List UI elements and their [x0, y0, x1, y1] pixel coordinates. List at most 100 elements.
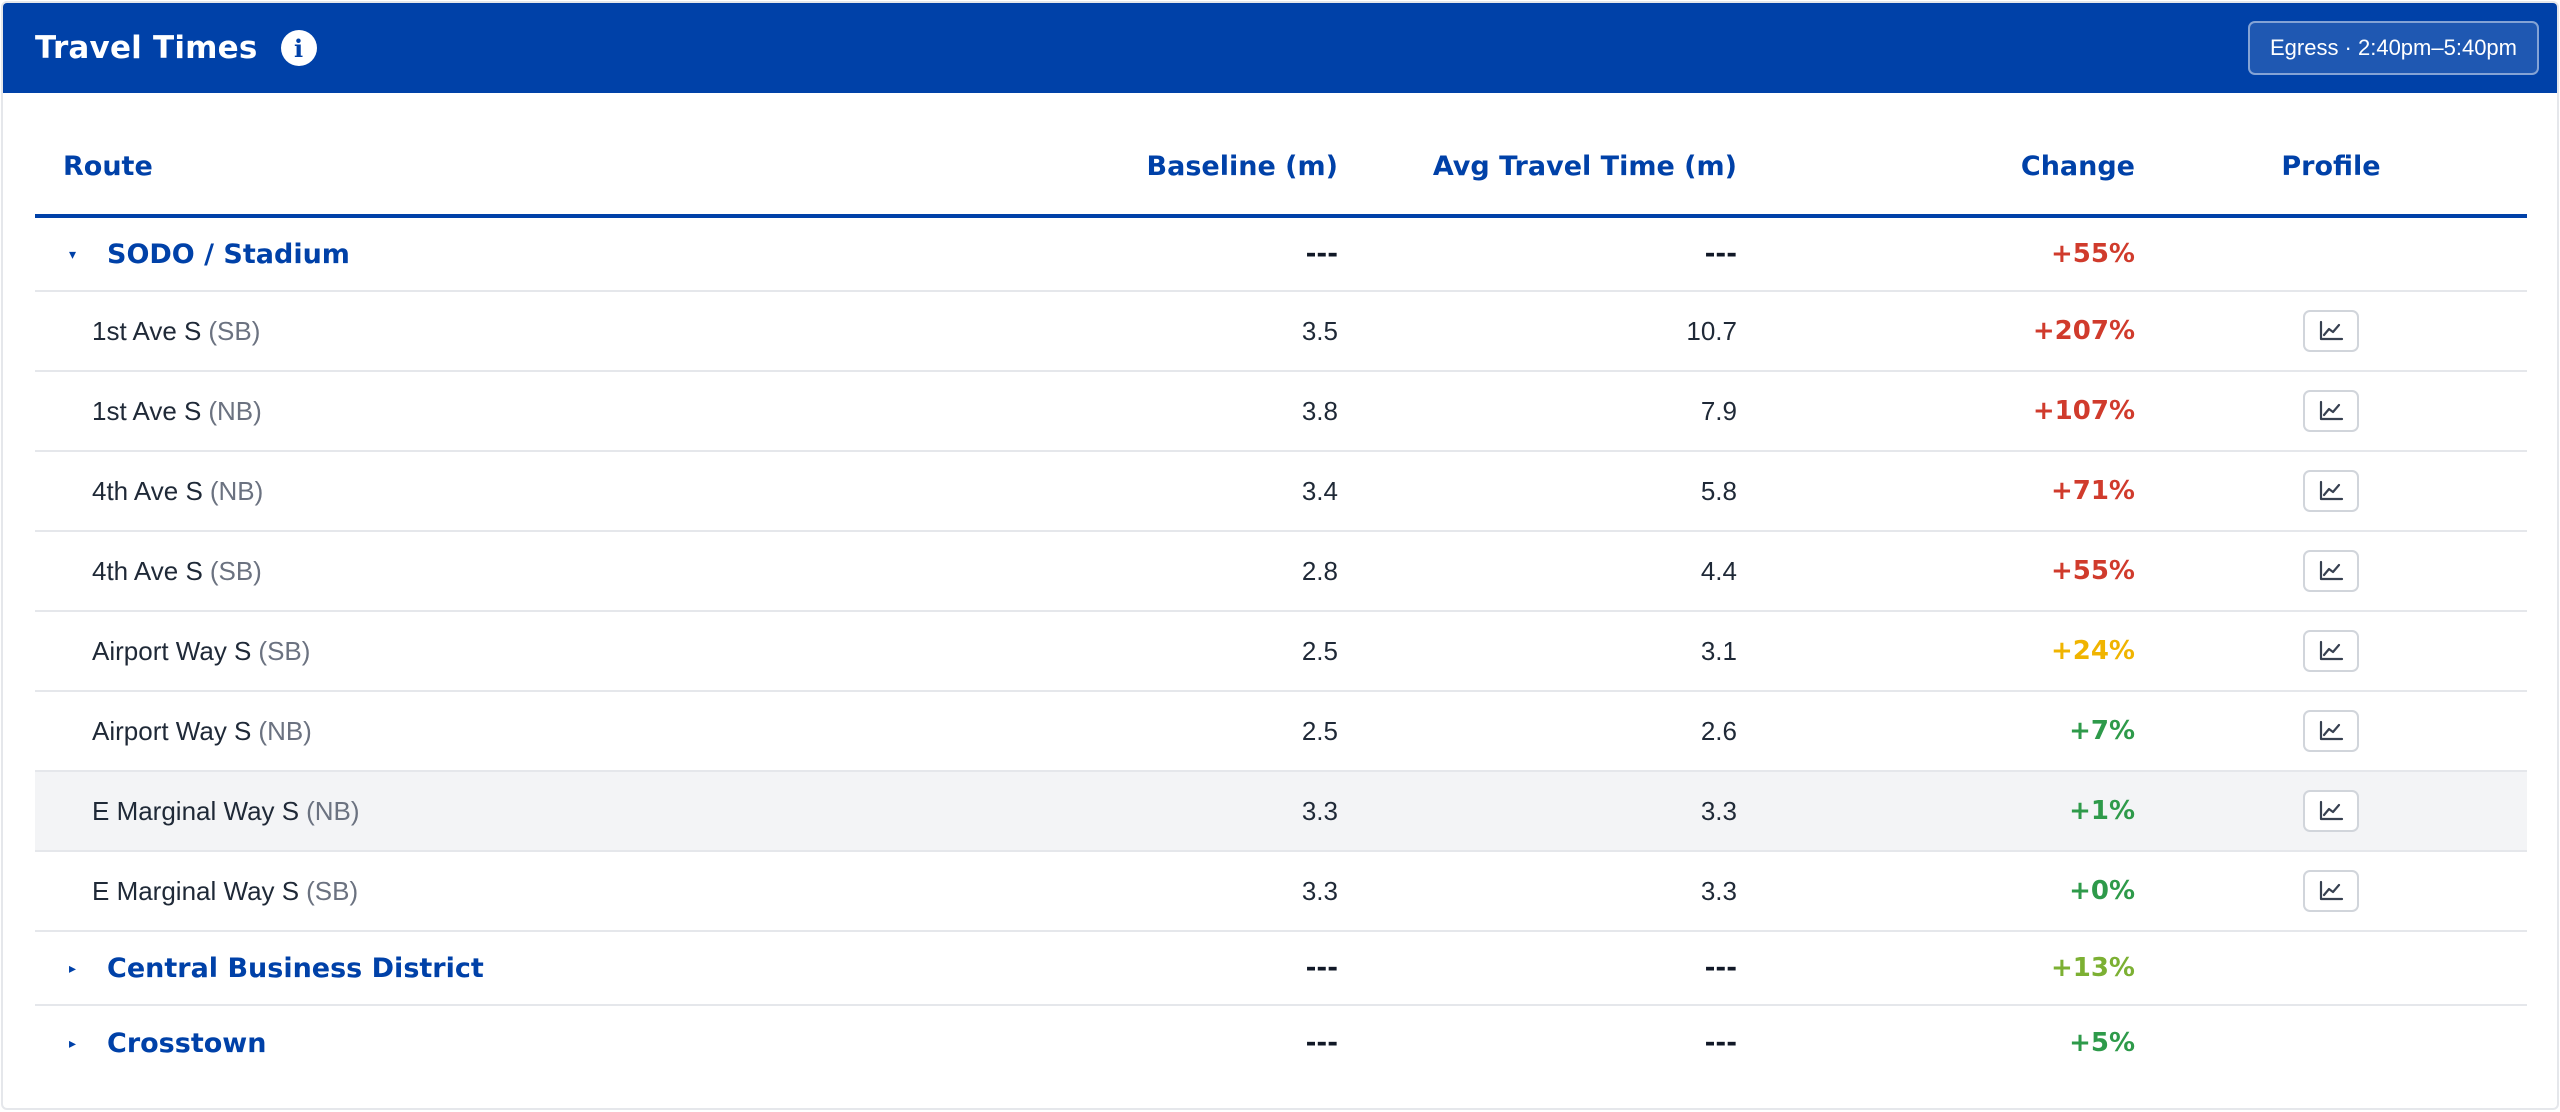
route-change: +107% — [2032, 396, 2135, 426]
table-row: 1st Ave S (SB) 3.5 10.7 +207% — [35, 292, 2527, 372]
route-baseline: 2.5 — [1301, 715, 1338, 746]
route-change: +207% — [2032, 316, 2135, 346]
route-change: +55% — [2050, 556, 2135, 586]
profile-button[interactable] — [2303, 710, 2359, 752]
route-profile-cell — [2135, 710, 2527, 752]
group-baseline: --- — [1305, 239, 1338, 269]
route-name: 4th Ave S — [92, 475, 203, 506]
route-baseline: 3.8 — [1301, 395, 1338, 426]
route-change: +7% — [2069, 716, 2135, 746]
table-group-row[interactable]: ▸ Crosstown --- --- +5% — [35, 1006, 2527, 1080]
route-direction: (SB) — [258, 635, 311, 666]
route-profile-cell — [2135, 790, 2527, 832]
route-cell: Airport Way S (NB) — [35, 716, 935, 747]
route-baseline: 2.8 — [1301, 555, 1338, 586]
route-baseline: 3.3 — [1301, 795, 1338, 826]
table-header-row: Route Baseline (m) Avg Travel Time (m) C… — [35, 119, 2527, 218]
route-cell: Airport Way S (SB) — [35, 636, 935, 667]
group-avg-travel-time: --- — [1704, 1028, 1737, 1058]
route-avg-travel-time: 5.8 — [1700, 475, 1737, 506]
group-name[interactable]: SODO / Stadium — [107, 238, 350, 270]
caret-down-icon[interactable]: ▾ — [69, 245, 77, 262]
route-cell: 1st Ave S (NB) — [35, 396, 935, 427]
route-cell: E Marginal Way S (SB) — [35, 876, 935, 907]
group-change: +13% — [2050, 953, 2135, 983]
route-change: +1% — [2069, 796, 2135, 826]
group-change: +55% — [2050, 239, 2135, 269]
profile-button[interactable] — [2303, 790, 2359, 832]
route-baseline: 2.5 — [1301, 635, 1338, 666]
table-row: E Marginal Way S (SB) 3.3 3.3 +0% — [35, 852, 2527, 932]
column-header-profile: Profile — [2281, 151, 2381, 182]
group-avg-travel-time: --- — [1704, 239, 1737, 269]
route-cell: E Marginal Way S (NB) — [35, 796, 935, 827]
route-direction: (NB) — [208, 395, 262, 426]
route-avg-travel-time: 4.4 — [1700, 555, 1737, 586]
group-route-cell: ▸ Crosstown — [35, 1028, 935, 1059]
route-avg-travel-time: 7.9 — [1700, 395, 1737, 426]
caret-right-icon[interactable]: ▸ — [69, 959, 77, 976]
route-name: Airport Way S — [92, 715, 252, 746]
route-avg-travel-time: 10.7 — [1686, 315, 1737, 346]
table-row: Airport Way S (SB) 2.5 3.1 +24% — [35, 612, 2527, 692]
route-profile-cell — [2135, 870, 2527, 912]
table-row: Airport Way S (NB) 2.5 2.6 +7% — [35, 692, 2527, 772]
table-row: 1st Ave S (NB) 3.8 7.9 +107% — [35, 372, 2527, 452]
group-route-cell: ▸ Central Business District — [35, 953, 935, 984]
column-header-baseline[interactable]: Baseline (m) — [1146, 151, 1338, 182]
caret-right-icon[interactable]: ▸ — [69, 1034, 77, 1051]
route-profile-cell — [2135, 390, 2527, 432]
panel-header: Travel Times i Egress · 2:40pm–5:40pm — [3, 3, 2557, 93]
route-change: +71% — [2050, 476, 2135, 506]
route-direction: (SB) — [209, 555, 262, 586]
route-name: 1st Ave S — [92, 315, 202, 346]
line-chart-icon — [2318, 720, 2344, 742]
line-chart-icon — [2318, 800, 2344, 822]
route-name: E Marginal Way S — [92, 795, 300, 826]
line-chart-icon — [2318, 560, 2344, 582]
route-avg-travel-time: 3.1 — [1700, 635, 1737, 666]
route-name: Airport Way S — [92, 635, 252, 666]
route-direction: (SB) — [208, 315, 261, 346]
profile-button[interactable] — [2303, 550, 2359, 592]
table-row: E Marginal Way S (NB) 3.3 3.3 +1% — [35, 772, 2527, 852]
group-name[interactable]: Central Business District — [107, 952, 484, 984]
route-profile-cell — [2135, 470, 2527, 512]
route-direction: (NB) — [209, 475, 264, 506]
table-group-row[interactable]: ▾ SODO / Stadium --- --- +55% — [35, 218, 2527, 292]
line-chart-icon — [2318, 880, 2344, 902]
route-profile-cell — [2135, 550, 2527, 592]
column-header-route[interactable]: Route — [63, 151, 153, 182]
table-row: 4th Ave S (SB) 2.8 4.4 +55% — [35, 532, 2527, 612]
group-avg-travel-time: --- — [1704, 953, 1737, 983]
route-name: 4th Ave S — [92, 555, 203, 586]
profile-button[interactable] — [2303, 630, 2359, 672]
profile-button[interactable] — [2303, 310, 2359, 352]
route-avg-travel-time: 2.6 — [1700, 715, 1737, 746]
table-group-row[interactable]: ▸ Central Business District --- --- +13% — [35, 932, 2527, 1006]
route-direction: (SB) — [306, 875, 359, 906]
group-name[interactable]: Crosstown — [107, 1027, 267, 1059]
route-direction: (NB) — [306, 795, 360, 826]
group-route-cell: ▾ SODO / Stadium — [35, 239, 935, 270]
info-icon[interactable]: i — [280, 30, 317, 66]
route-baseline: 3.5 — [1301, 315, 1338, 346]
route-profile-cell — [2135, 630, 2527, 672]
panel-title: Travel Times — [35, 30, 258, 66]
route-name: E Marginal Way S — [92, 875, 300, 906]
profile-button[interactable] — [2303, 390, 2359, 432]
route-change: +0% — [2069, 876, 2135, 906]
table-row: 4th Ave S (NB) 3.4 5.8 +71% — [35, 452, 2527, 532]
group-baseline: --- — [1305, 1028, 1338, 1058]
profile-button[interactable] — [2303, 470, 2359, 512]
column-header-change[interactable]: Change — [2020, 151, 2135, 182]
travel-times-table: Route Baseline (m) Avg Travel Time (m) C… — [35, 119, 2527, 1080]
time-window-badge[interactable]: Egress · 2:40pm–5:40pm — [2247, 21, 2539, 75]
group-baseline: --- — [1305, 953, 1338, 983]
route-change: +24% — [2050, 636, 2135, 666]
route-name: 1st Ave S — [92, 395, 202, 426]
profile-button[interactable] — [2303, 870, 2359, 912]
route-cell: 1st Ave S (SB) — [35, 316, 935, 347]
column-header-avg-travel-time[interactable]: Avg Travel Time (m) — [1432, 151, 1737, 182]
